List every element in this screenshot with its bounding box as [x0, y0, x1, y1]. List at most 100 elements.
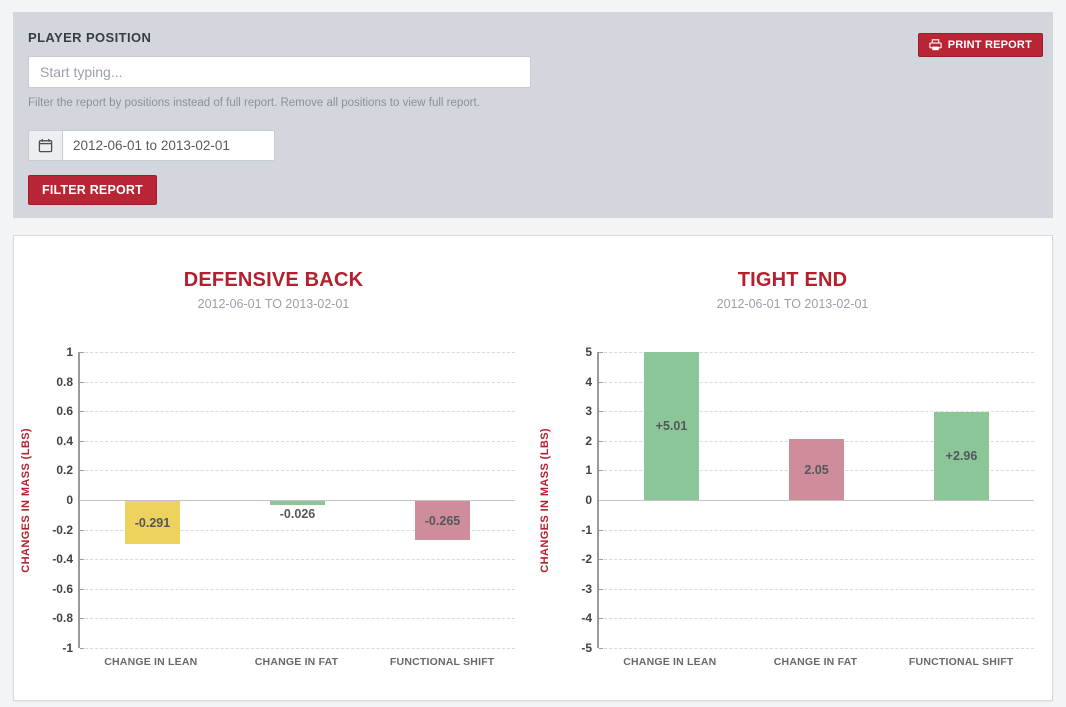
- tick-mark: [599, 381, 603, 383]
- tick-mark: [599, 618, 603, 620]
- x-tick-label: FUNCTIONAL SHIFT: [908, 656, 1014, 668]
- x-axis-category-labels: CHANGE IN LEAN CHANGE IN FAT FUNCTIONAL SH…: [597, 656, 1034, 668]
- tick-mark: [80, 440, 84, 442]
- bar-change-in-lean: [643, 351, 699, 500]
- y-tick-label: 0: [66, 493, 73, 507]
- tick-mark: [80, 588, 84, 590]
- tick-mark: [80, 618, 84, 620]
- tick-mark: [599, 440, 603, 442]
- y-tick-label: 5: [585, 345, 592, 359]
- y-tick-label: -3: [581, 581, 592, 596]
- tick-mark: [80, 352, 84, 353]
- y-tick-label: 0.8: [56, 374, 73, 389]
- gridline: [599, 559, 1034, 561]
- gridline: [80, 381, 515, 383]
- print-report-button[interactable]: PRINT REPORT: [917, 33, 1043, 57]
- tick-mark: [599, 352, 603, 353]
- gridline: [80, 648, 515, 649]
- zero-line: [80, 500, 515, 501]
- y-tick-label: 1: [585, 463, 592, 478]
- filter-report-label: FILTER REPORT: [42, 183, 143, 197]
- x-tick-label: CHANGE IN FAT: [254, 656, 339, 668]
- gridline: [80, 588, 515, 590]
- y-tick-label: 4: [585, 374, 592, 389]
- gridline: [80, 559, 515, 561]
- filter-panel: PLAYER POSITION Filter the report by pos…: [13, 12, 1053, 218]
- bar-functional-shift: [415, 501, 470, 541]
- gridline: [599, 588, 1034, 590]
- y-tick-label: -1: [581, 522, 592, 537]
- gridline: [599, 648, 1034, 649]
- tick-mark: [599, 529, 603, 531]
- chart-body: CHANGES IN MASS (LBS) 5 4 3 2 1 0 -1 -2 -3 -4 -5 +5…: [533, 345, 1052, 655]
- y-tick-label: 0.6: [56, 404, 73, 419]
- gridline: [80, 529, 515, 531]
- tick-mark: [599, 588, 603, 590]
- bar-change-in-fat: [789, 439, 844, 500]
- bar-value-label: +5.01: [655, 418, 688, 433]
- gridline: [80, 618, 515, 620]
- printer-icon: [929, 39, 942, 51]
- filter-help-text: Filter the report by positions instead o…: [28, 97, 480, 109]
- gridline: [599, 618, 1034, 620]
- tick-mark: [599, 648, 603, 649]
- tick-mark: [80, 381, 84, 383]
- gridline: [80, 352, 515, 353]
- bar-value-label: -0.291: [134, 515, 171, 530]
- y-tick-label: 2: [585, 433, 592, 448]
- calendar-icon: [28, 130, 62, 161]
- bar-change-in-fat: [270, 501, 325, 505]
- charts-row: DEFENSIVE BACK 2012-06-01 TO 2013-02-01 …: [14, 269, 1052, 668]
- date-range-group: [28, 130, 275, 161]
- plot-outer: 1 0.8 0.6 0.4 0.2 0 -0.2 -0.4 -0.6 -0.8 -1 -0.291 -0…: [38, 345, 533, 655]
- gridline: [599, 529, 1034, 531]
- chart-title: TIGHT END: [737, 269, 848, 291]
- bar-chart-tight-end: TIGHT END 2012-06-01 TO 2013-02-01 CHANG…: [533, 269, 1052, 668]
- bar-chart-defensive-back: DEFENSIVE BACK 2012-06-01 TO 2013-02-01 …: [14, 269, 533, 668]
- tick-mark: [80, 411, 84, 413]
- y-tick-label: 0.2: [56, 463, 73, 478]
- x-tick-label: CHANGE IN LEAN: [623, 656, 717, 668]
- y-tick-label: -4: [581, 611, 592, 626]
- bar-functional-shift: [934, 412, 989, 500]
- bar-value-label: +2.96: [945, 449, 978, 464]
- y-axis-label-column: CHANGES IN MASS (LBS): [14, 352, 38, 648]
- bar-value-label: -0.265: [424, 513, 461, 528]
- y-tick-label: -5: [581, 641, 592, 655]
- gridline: [80, 440, 515, 442]
- date-range-input[interactable]: [62, 130, 275, 161]
- y-tick-label: 0.4: [56, 433, 73, 448]
- plot-area: 1 0.8 0.6 0.4 0.2 0 -0.2 -0.4 -0.6 -0.8 -1 -0.291 -0…: [52, 345, 515, 655]
- y-axis-label: CHANGES IN MASS (LBS): [20, 427, 32, 573]
- report-charts-panel: DEFENSIVE BACK 2012-06-01 TO 2013-02-01 …: [13, 235, 1053, 701]
- tick-mark: [599, 559, 603, 561]
- x-tick-label: FUNCTIONAL SHIFT: [389, 656, 495, 668]
- bar-change-in-lean: [124, 501, 180, 545]
- player-position-label: PLAYER POSITION: [28, 30, 152, 45]
- plot-outer: 5 4 3 2 1 0 -1 -2 -3 -4 -5 +5.01 2.05 +2.96: [557, 345, 1052, 655]
- y-tick-label: -0.6: [52, 581, 73, 596]
- x-axis-category-labels: CHANGE IN LEAN CHANGE IN FAT FUNCTIONAL SH…: [78, 656, 515, 668]
- filter-report-button[interactable]: FILTER REPORT: [28, 175, 157, 205]
- y-axis-label: CHANGES IN MASS (LBS): [539, 427, 551, 573]
- y-tick-label: -0.2: [52, 522, 73, 537]
- chart-subtitle: 2012-06-01 TO 2013-02-01: [197, 297, 350, 311]
- tick-mark: [80, 529, 84, 531]
- gridline: [599, 352, 1034, 353]
- position-search-input[interactable]: [28, 56, 531, 88]
- bar-value-label: -0.026: [279, 506, 316, 521]
- gridline: [80, 470, 515, 472]
- x-tick-label: CHANGE IN FAT: [773, 656, 858, 668]
- x-tick-label: CHANGE IN LEAN: [104, 656, 198, 668]
- gridline: [80, 411, 515, 413]
- print-report-label: PRINT REPORT: [947, 39, 1032, 51]
- chart-body: CHANGES IN MASS (LBS) 1 0.8 0.6 0.4 0.2 0 -0.2…: [14, 345, 533, 655]
- gridline: [599, 411, 1034, 413]
- y-tick-label: 1: [66, 345, 73, 359]
- chart-subtitle: 2012-06-01 TO 2013-02-01: [716, 297, 869, 311]
- y-tick-label: 3: [585, 404, 592, 419]
- y-tick-label: -0.8: [52, 611, 73, 626]
- y-tick-label: 0: [585, 493, 592, 507]
- bar-value-label: 2.05: [804, 462, 829, 477]
